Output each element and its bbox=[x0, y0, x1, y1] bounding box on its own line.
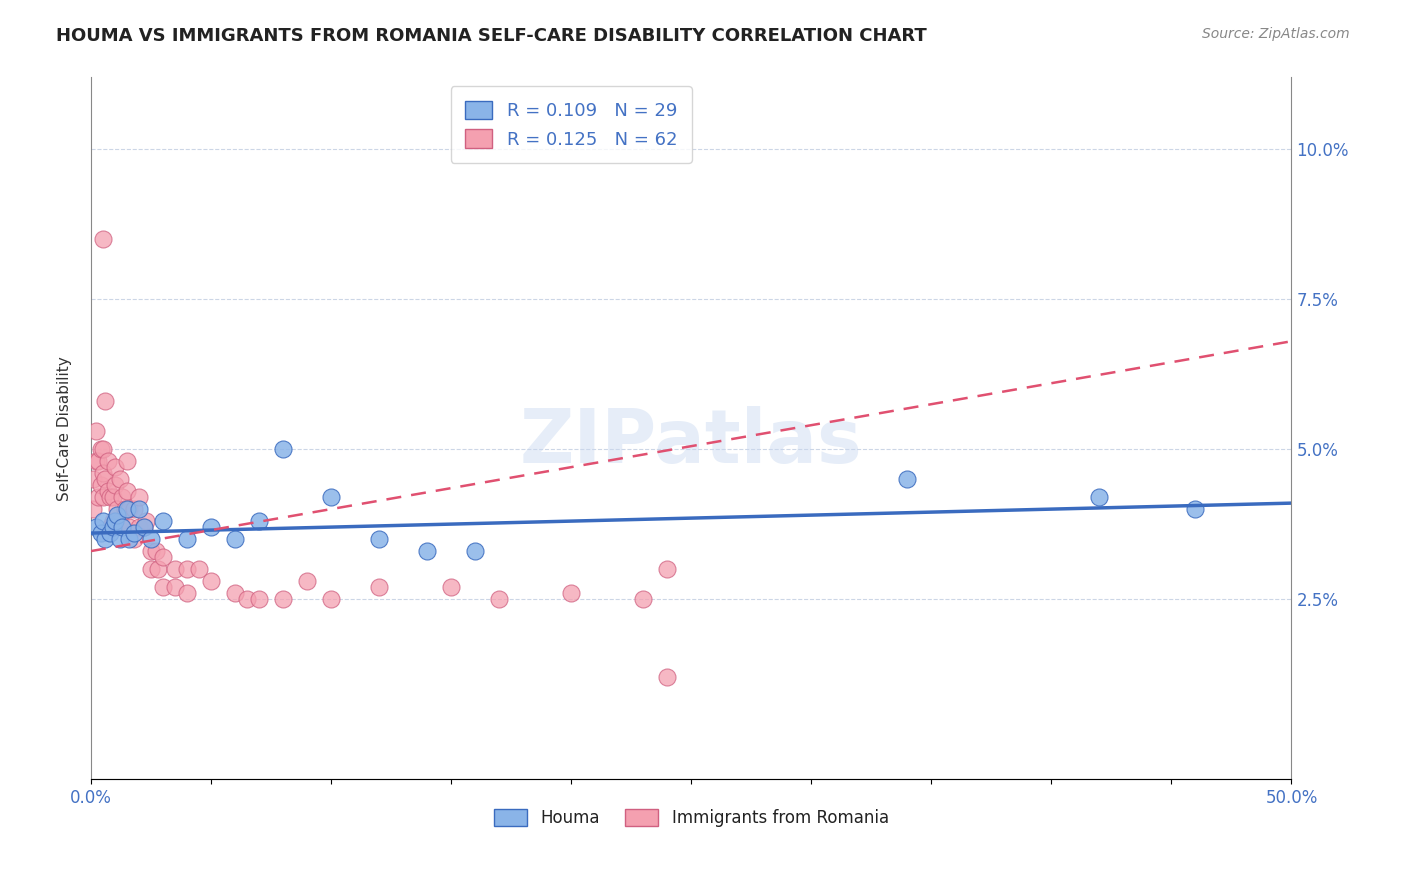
Point bbox=[896, 472, 918, 486]
Point bbox=[128, 490, 150, 504]
Point bbox=[440, 580, 463, 594]
Point bbox=[118, 502, 141, 516]
Point bbox=[84, 520, 107, 534]
Point bbox=[108, 472, 131, 486]
Point bbox=[122, 502, 145, 516]
Point bbox=[115, 502, 138, 516]
Point bbox=[163, 580, 186, 594]
Point bbox=[139, 544, 162, 558]
Point bbox=[152, 550, 174, 565]
Point bbox=[87, 490, 110, 504]
Point bbox=[90, 442, 112, 457]
Point bbox=[118, 520, 141, 534]
Y-axis label: Self-Care Disability: Self-Care Disability bbox=[58, 356, 72, 500]
Point bbox=[132, 520, 155, 534]
Point bbox=[111, 520, 134, 534]
Point bbox=[105, 508, 128, 522]
Point bbox=[271, 442, 294, 457]
Point bbox=[247, 592, 270, 607]
Point bbox=[91, 514, 114, 528]
Point bbox=[94, 532, 117, 546]
Point bbox=[104, 514, 127, 528]
Point bbox=[82, 472, 104, 486]
Point bbox=[128, 502, 150, 516]
Text: HOUMA VS IMMIGRANTS FROM ROMANIA SELF-CARE DISABILITY CORRELATION CHART: HOUMA VS IMMIGRANTS FROM ROMANIA SELF-CA… bbox=[56, 27, 927, 45]
Point bbox=[94, 394, 117, 409]
Point bbox=[631, 592, 654, 607]
Point bbox=[560, 586, 582, 600]
Point bbox=[122, 526, 145, 541]
Point bbox=[115, 484, 138, 499]
Point bbox=[319, 490, 342, 504]
Point bbox=[368, 580, 391, 594]
Point bbox=[657, 670, 679, 684]
Point bbox=[224, 532, 246, 546]
Point bbox=[101, 520, 124, 534]
Point bbox=[98, 520, 121, 534]
Point bbox=[91, 442, 114, 457]
Point bbox=[90, 478, 112, 492]
Legend: Houma, Immigrants from Romania: Houma, Immigrants from Romania bbox=[486, 802, 896, 834]
Point bbox=[224, 586, 246, 600]
Point bbox=[176, 586, 198, 600]
Point bbox=[118, 532, 141, 546]
Point bbox=[319, 592, 342, 607]
Point bbox=[236, 592, 259, 607]
Point bbox=[98, 526, 121, 541]
Point bbox=[295, 574, 318, 588]
Text: ZIPatlas: ZIPatlas bbox=[520, 406, 862, 479]
Point bbox=[1184, 502, 1206, 516]
Point bbox=[111, 490, 134, 504]
Point bbox=[84, 424, 107, 438]
Point bbox=[1088, 490, 1111, 504]
Point bbox=[152, 580, 174, 594]
Point bbox=[108, 532, 131, 546]
Point bbox=[271, 592, 294, 607]
Point bbox=[97, 454, 120, 468]
Point bbox=[90, 526, 112, 541]
Point bbox=[87, 454, 110, 468]
Point bbox=[101, 514, 124, 528]
Point bbox=[464, 544, 486, 558]
Point bbox=[188, 562, 211, 576]
Point bbox=[132, 520, 155, 534]
Point bbox=[200, 520, 222, 534]
Point bbox=[105, 502, 128, 516]
Point bbox=[146, 562, 169, 576]
Point bbox=[176, 562, 198, 576]
Point bbox=[122, 532, 145, 546]
Point bbox=[114, 502, 136, 516]
Point bbox=[200, 574, 222, 588]
Point bbox=[657, 562, 679, 576]
Point bbox=[97, 484, 120, 499]
Point bbox=[163, 562, 186, 576]
Point bbox=[416, 544, 439, 558]
Point bbox=[135, 514, 157, 528]
Point bbox=[108, 514, 131, 528]
Point bbox=[139, 562, 162, 576]
Point bbox=[115, 454, 138, 468]
Point bbox=[488, 592, 510, 607]
Point bbox=[91, 490, 114, 504]
Point bbox=[84, 454, 107, 468]
Point bbox=[101, 490, 124, 504]
Point bbox=[104, 460, 127, 475]
Point bbox=[152, 514, 174, 528]
Point bbox=[98, 490, 121, 504]
Point bbox=[82, 502, 104, 516]
Point bbox=[145, 544, 167, 558]
Point bbox=[139, 532, 162, 546]
Point bbox=[94, 472, 117, 486]
Point bbox=[176, 532, 198, 546]
Point bbox=[247, 514, 270, 528]
Point bbox=[91, 232, 114, 246]
Point bbox=[128, 520, 150, 534]
Point bbox=[91, 466, 114, 480]
Point bbox=[104, 478, 127, 492]
Point bbox=[368, 532, 391, 546]
Text: Source: ZipAtlas.com: Source: ZipAtlas.com bbox=[1202, 27, 1350, 41]
